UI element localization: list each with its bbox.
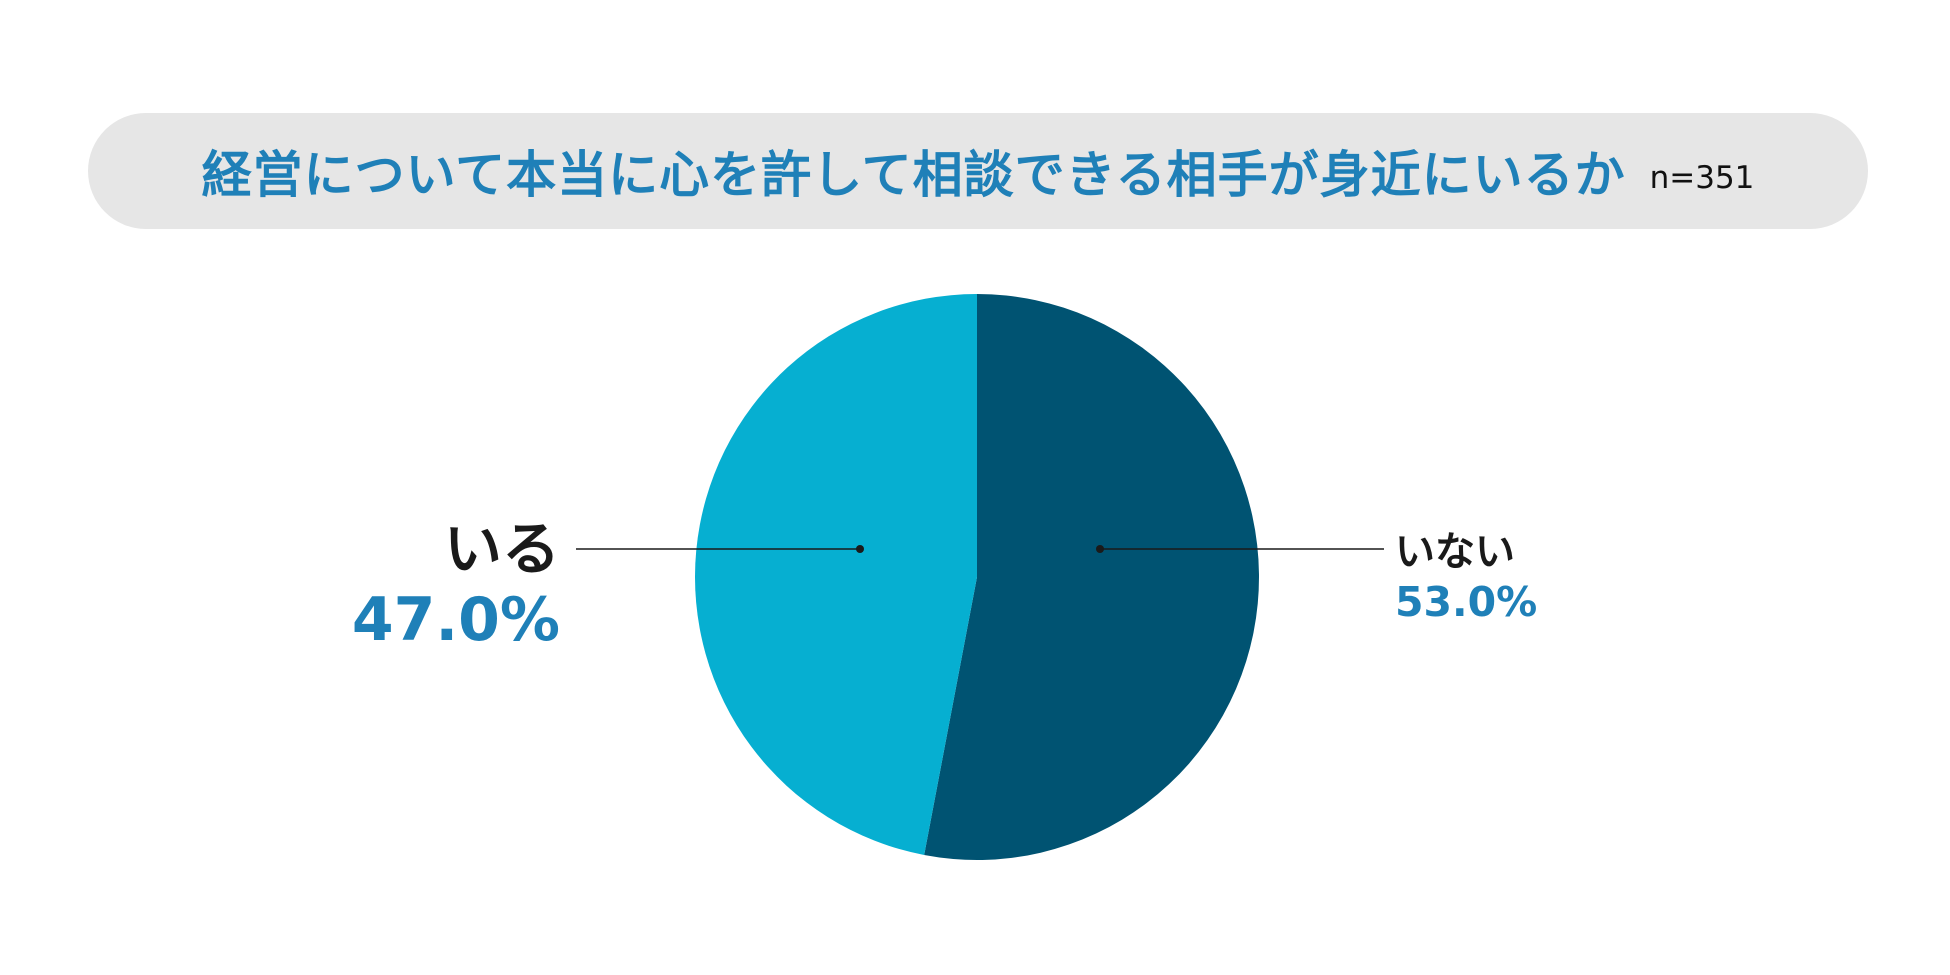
slice-label-iru-value: 47.0% bbox=[351, 585, 560, 655]
slice-label-iru-name: いる bbox=[443, 515, 560, 583]
slice-label-inai-name: いない bbox=[1395, 529, 1515, 575]
slice-label-inai: いない 53.0% bbox=[1395, 527, 1537, 627]
pie-slice-iru bbox=[694, 294, 977, 855]
slice-label-iru: いる 47.0% bbox=[352, 513, 560, 655]
sample-size: n=351 bbox=[1649, 160, 1755, 196]
leader-dot-iru bbox=[856, 545, 864, 553]
chart-title: 経営について本当に心を許して相談できる相手が身近にいるか bbox=[201, 146, 1626, 204]
chart-title-bar: 経営について本当に心を許して相談できる相手が身近にいるか n=351 bbox=[88, 113, 1868, 229]
slice-label-inai-value: 53.0% bbox=[1395, 578, 1538, 626]
pie-slice-inai bbox=[924, 294, 1259, 861]
leader-dot-inai bbox=[1096, 545, 1104, 553]
